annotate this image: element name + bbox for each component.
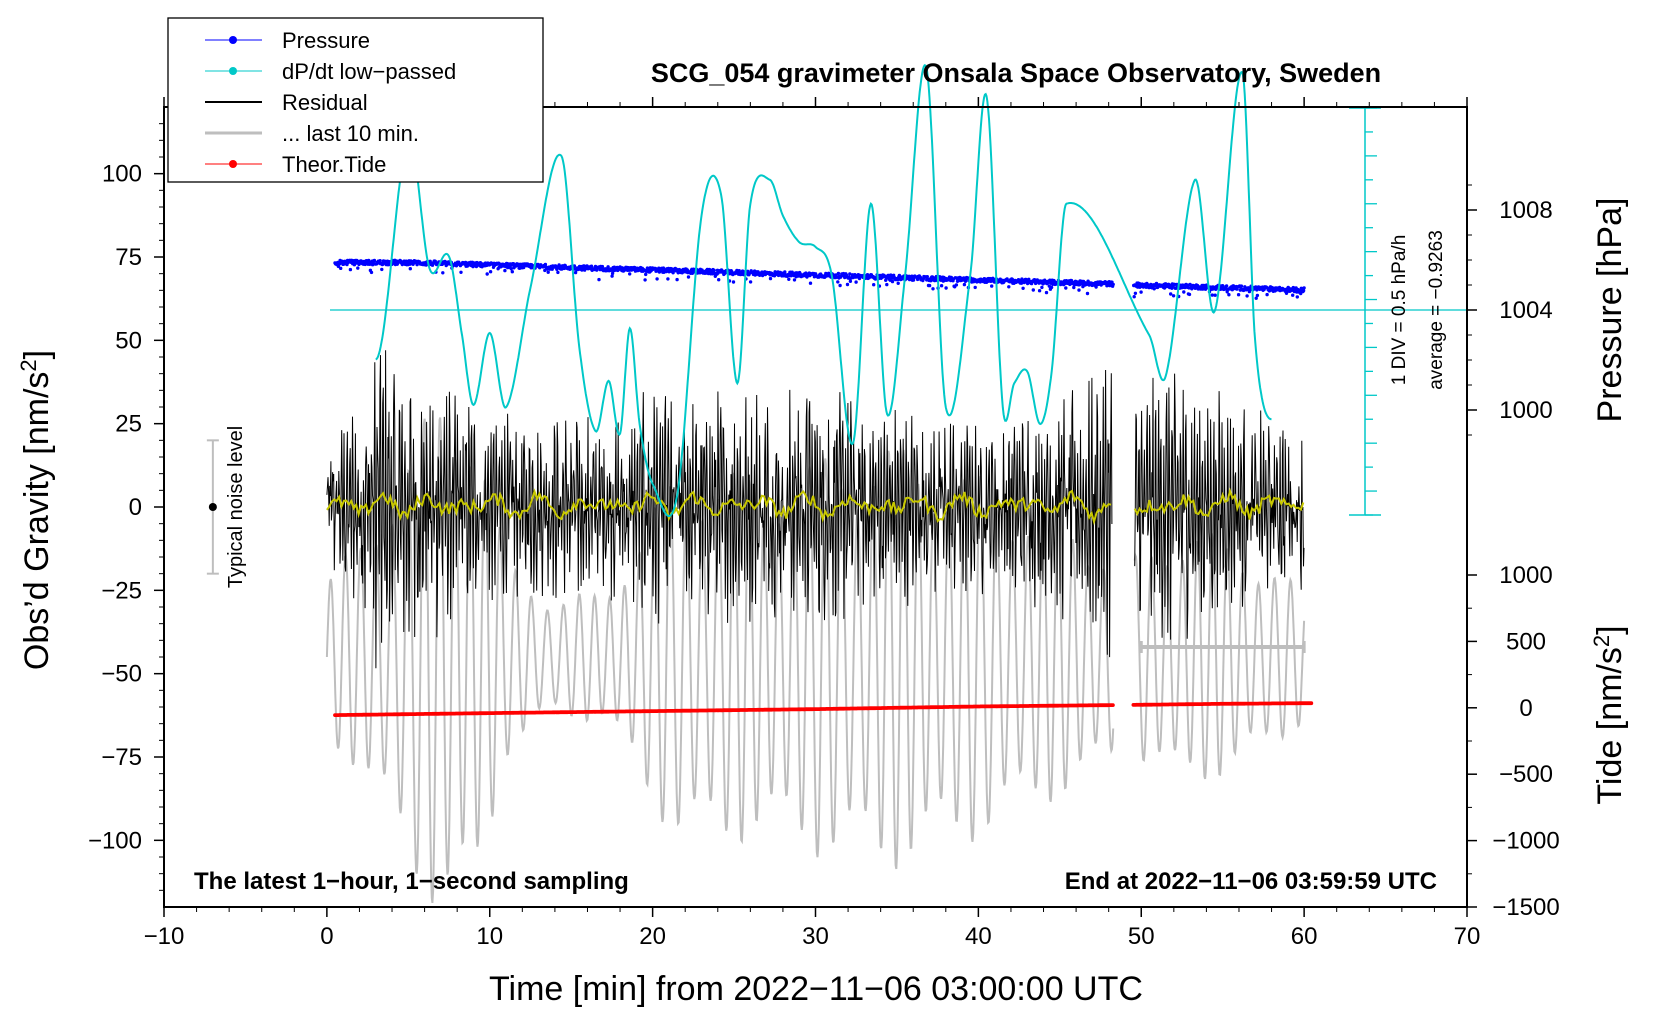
y-axis-label-left: Obs’d Gravity [nm/s2] xyxy=(16,350,56,670)
x-tick-label: −10 xyxy=(144,923,185,950)
y-tick-label: −75 xyxy=(101,744,142,771)
chart-title: SCG_054 gravimeter Onsala Space Observat… xyxy=(651,58,1381,88)
legend-label: ... last 10 min. xyxy=(282,121,419,146)
y-tick-label: 0 xyxy=(129,494,142,521)
y-tick-label: −100 xyxy=(88,827,142,854)
tide-layer xyxy=(333,701,1314,718)
legend-marker xyxy=(229,67,237,75)
smoothed-residual-line xyxy=(326,487,1305,526)
tide-points xyxy=(333,701,1314,718)
residual-line xyxy=(326,350,1305,669)
legend-label: dP/dt low−passed xyxy=(282,59,456,84)
legend-box xyxy=(167,17,544,183)
pressure-points xyxy=(333,258,1306,300)
tide-axis-label: Tide [nm/s2] xyxy=(1589,625,1629,804)
annotation-right: End at 2022−11−06 03:59:59 UTC xyxy=(1065,868,1437,895)
dpdt-div-label: 1 DIV = 0.5 hPa/h xyxy=(1389,235,1410,386)
tide-tick-label: 500 xyxy=(1506,628,1546,655)
x-axis-label: Time [min] from 2022−11−06 03:00:00 UTC xyxy=(489,970,1143,1008)
noise-bar-label: Typical noise level xyxy=(225,426,247,588)
x-tick-label: 40 xyxy=(965,923,992,950)
dpdt-curve xyxy=(375,64,1272,518)
tide-tick-label: −500 xyxy=(1499,761,1553,788)
annotation-left: The latest 1−hour, 1−second sampling xyxy=(194,868,629,895)
legend-label: Residual xyxy=(282,90,368,115)
x-tick-label: 60 xyxy=(1291,923,1318,950)
legend-label: Theor.Tide xyxy=(282,152,386,177)
y-tick-label: −50 xyxy=(101,661,142,688)
residual-layer xyxy=(326,350,1305,669)
pressure-layer xyxy=(333,258,1306,300)
x-tick-label: 0 xyxy=(320,923,333,950)
x-tick-label: 20 xyxy=(639,923,666,950)
tide-tick-label: 0 xyxy=(1519,695,1532,722)
pressure-tick-label: 1000 xyxy=(1499,397,1552,424)
text-layer: 1 DIV = 0.5 hPa/h average = −0.9263 Typica… xyxy=(16,58,1629,1008)
y-tick-label: 75 xyxy=(115,244,142,271)
x-tick-label: 70 xyxy=(1454,923,1481,950)
tide-tick-label: 1000 xyxy=(1499,562,1552,589)
y-tick-label: −25 xyxy=(101,577,142,604)
x-tick-label: 30 xyxy=(802,923,829,950)
x-tick-label: 10 xyxy=(476,923,503,950)
legend-marker xyxy=(229,160,237,168)
legend-marker xyxy=(229,36,237,44)
tide-tick-label: −1000 xyxy=(1492,828,1559,855)
legend: Pressure dP/dt low−passed Residual ... last… xyxy=(167,17,544,183)
dpdt-layer xyxy=(330,64,1467,518)
y-tick-label: 25 xyxy=(115,411,142,438)
pressure-axis-label: Pressure [hPa] xyxy=(1591,198,1629,423)
y-tick-label: 100 xyxy=(102,161,142,188)
legend-label: Pressure xyxy=(282,28,370,53)
tide-tick-label: −1500 xyxy=(1492,894,1559,921)
axes-layer xyxy=(154,97,1477,917)
x-tick-label: 50 xyxy=(1128,923,1155,950)
pressure-tick-label: 1004 xyxy=(1499,297,1552,324)
y-tick-label: 50 xyxy=(115,327,142,354)
pressure-tick-label: 1008 xyxy=(1499,197,1552,224)
dpdt-average-label: average = −0.9263 xyxy=(1426,230,1447,390)
smoothed-residual-layer xyxy=(326,487,1305,526)
noise-bar-center xyxy=(208,503,217,511)
